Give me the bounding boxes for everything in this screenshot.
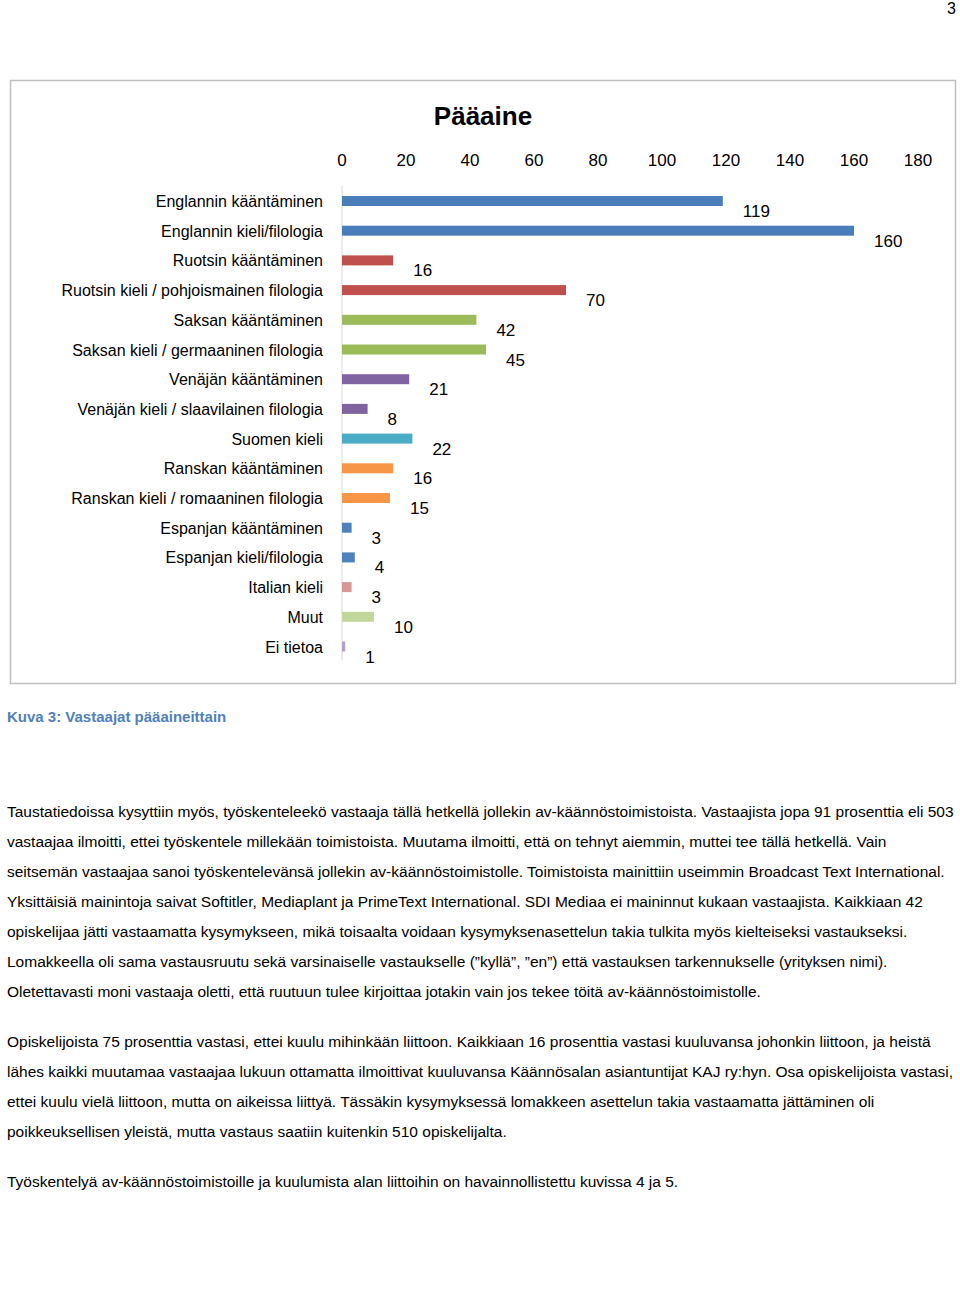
bar: [342, 612, 374, 622]
data-label: 160: [874, 232, 902, 251]
category-label: Saksan kääntäminen: [174, 312, 323, 329]
category-label: Ranskan kieli / romaaninen filologia: [71, 490, 323, 507]
x-tick-label: 60: [525, 151, 544, 170]
category-label: Suomen kieli: [231, 431, 323, 448]
caption: Kuva 3: Vastaajat pääaineittain: [7, 708, 226, 725]
x-tick-label: 0: [337, 151, 346, 170]
chart-title: Pääaine: [434, 101, 532, 131]
paragraph: Työskentelyä av-käännöstoimistoille ja k…: [7, 1167, 955, 1197]
page-number: 3: [947, 0, 956, 18]
x-tick-label: 120: [712, 151, 740, 170]
bar: [342, 255, 393, 265]
category-label: Ruotsin kieli / pohjoismainen filologia: [62, 282, 324, 299]
category-label: Italian kieli: [248, 579, 323, 596]
category-label: Ei tietoa: [265, 639, 323, 656]
bar: [342, 315, 476, 325]
data-label: 10: [394, 618, 413, 637]
bar: [342, 374, 409, 384]
body-text: Taustatiedoissa kysyttiin myös, työskent…: [7, 797, 955, 1217]
x-tick-label: 80: [589, 151, 608, 170]
bar: [342, 642, 345, 652]
data-label: 15: [410, 499, 429, 518]
category-label: Ruotsin kääntäminen: [173, 252, 323, 269]
category-label: Espanjan kieli/filologia: [166, 549, 324, 566]
category-label: Englannin kieli/filologia: [161, 223, 323, 240]
bar: [342, 434, 412, 444]
bars: [342, 196, 854, 652]
chart: Pääaine 0 20 40 60 80 100 120 140 160 180 Englannin…: [0, 0, 960, 700]
bar: [342, 552, 355, 562]
data-label: 16: [413, 469, 432, 488]
bar: [342, 285, 566, 295]
bar: [342, 493, 390, 503]
data-label: 3: [372, 588, 381, 607]
x-tick-label: 20: [397, 151, 416, 170]
bar: [342, 345, 486, 355]
data-label: 4: [375, 558, 384, 577]
data-label: 8: [388, 410, 397, 429]
bar: [342, 404, 368, 414]
category-label: Muut: [287, 609, 323, 626]
category-label: Venäjän kääntäminen: [169, 371, 323, 388]
bar: [342, 523, 352, 533]
x-tick-label: 160: [840, 151, 868, 170]
bar: [342, 196, 723, 206]
category-label: Espanjan kääntäminen: [160, 520, 323, 537]
data-label: 42: [496, 321, 515, 340]
category-label: Saksan kieli / germaaninen filologia: [72, 342, 323, 359]
paragraph: Opiskelijoista 75 prosenttia vastasi, et…: [7, 1027, 955, 1147]
x-tick-label: 180: [904, 151, 932, 170]
data-label: 119: [743, 202, 770, 221]
data-label: 3: [372, 529, 381, 548]
data-label: 45: [506, 351, 525, 370]
data-label: 16: [413, 261, 432, 280]
x-tick-label: 140: [776, 151, 804, 170]
category-label: Englannin kääntäminen: [156, 193, 323, 210]
data-label: 21: [429, 380, 448, 399]
x-tick-label: 40: [461, 151, 480, 170]
data-label: 22: [432, 440, 451, 459]
x-tick-label: 100: [648, 151, 676, 170]
category-label: Ranskan kääntäminen: [164, 460, 323, 477]
bar: [342, 463, 393, 473]
category-label: Venäjän kieli / slaavilainen filologia: [78, 401, 324, 418]
chart-frame: [11, 81, 956, 684]
data-label: 1: [365, 648, 374, 667]
paragraph: Taustatiedoissa kysyttiin myös, työskent…: [7, 797, 955, 1007]
bar: [342, 582, 352, 592]
bar: [342, 226, 854, 236]
data-label: 70: [586, 291, 605, 310]
